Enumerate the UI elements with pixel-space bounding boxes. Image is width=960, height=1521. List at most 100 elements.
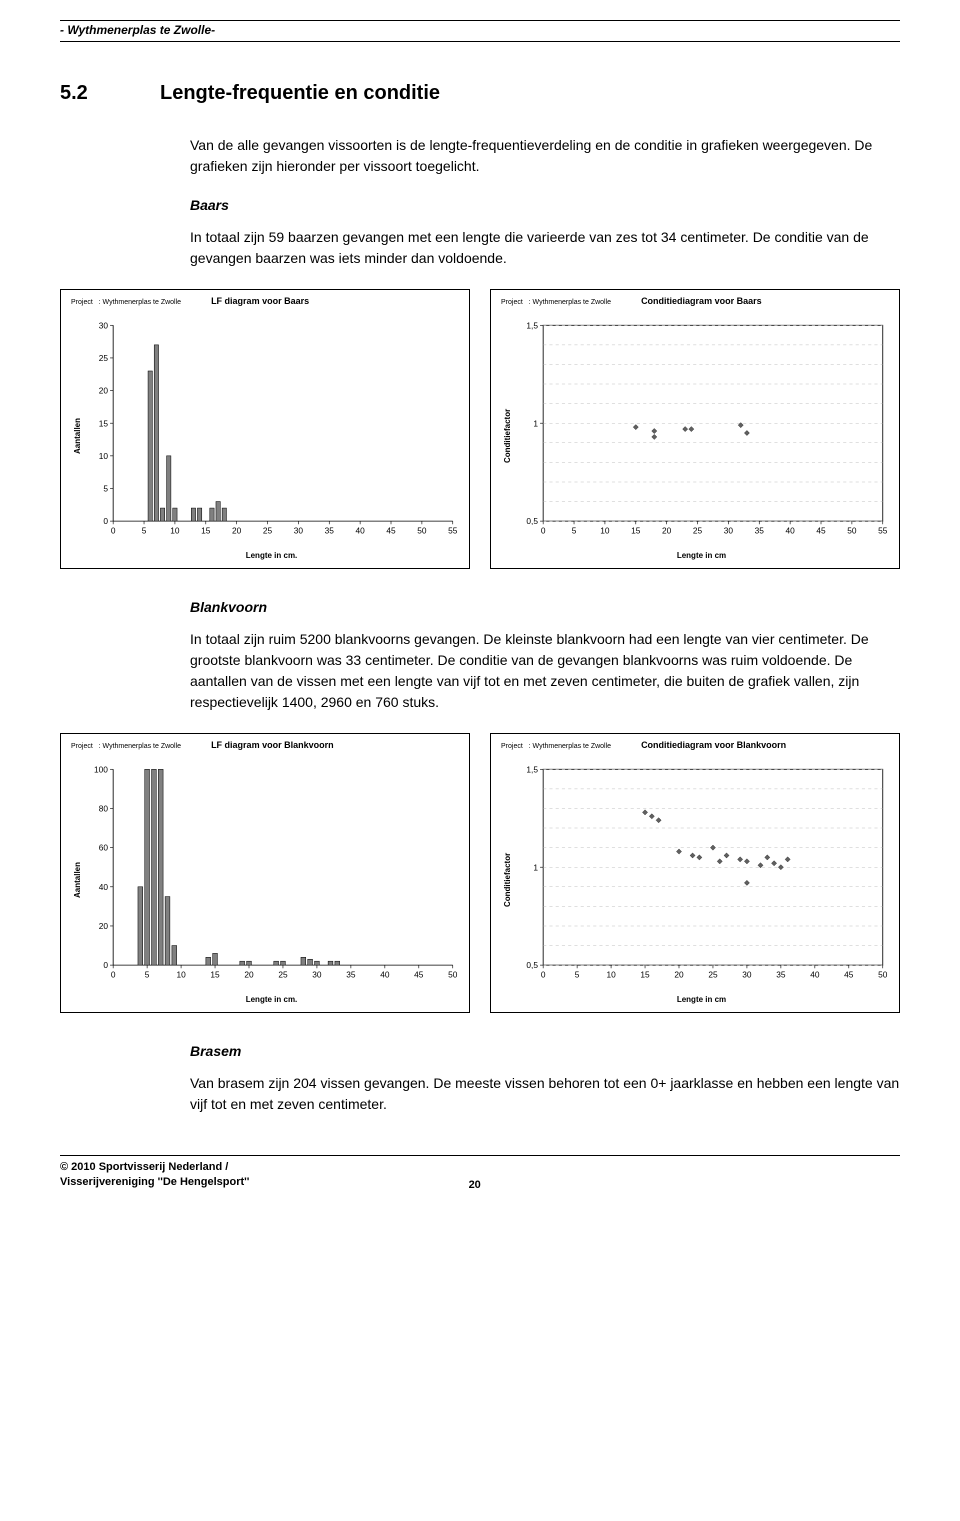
- svg-text:5: 5: [145, 970, 150, 980]
- project-label: Project: [71, 743, 93, 750]
- y-label-aantallen: Aantallen: [71, 756, 84, 1004]
- footer-line1: © 2010 Sportvisserij Nederland /: [60, 1160, 249, 1175]
- section-title: Lengte-frequentie en conditie: [160, 82, 440, 105]
- svg-text:0: 0: [111, 526, 116, 536]
- svg-text:15: 15: [210, 970, 220, 980]
- svg-text:10: 10: [606, 970, 616, 980]
- svg-text:0: 0: [103, 960, 108, 970]
- x-label: Lengte in cm: [514, 551, 889, 560]
- svg-text:0: 0: [111, 970, 116, 980]
- svg-text:10: 10: [176, 970, 186, 980]
- svg-text:5: 5: [572, 526, 577, 536]
- blankvoorn-chart-row: Project : Wythmenerplas te Zwolle LF dia…: [60, 733, 900, 1013]
- project-name: : Wythmenerplas te Zwolle: [529, 299, 611, 306]
- svg-text:1: 1: [533, 862, 538, 872]
- cond-blank-plot: 0,511,505101520253035404550: [514, 756, 889, 993]
- svg-text:5: 5: [103, 484, 108, 494]
- svg-text:0,5: 0,5: [526, 516, 538, 526]
- lf-baars-plot: 0510152025300510152025303540455055: [84, 312, 459, 549]
- footer: © 2010 Sportvisserij Nederland / Visseri…: [60, 1155, 900, 1191]
- lf-blank-chart: Project : Wythmenerplas te Zwolle LF dia…: [60, 733, 470, 1013]
- svg-text:1: 1: [533, 418, 538, 428]
- svg-text:10: 10: [170, 526, 180, 536]
- svg-text:25: 25: [708, 970, 718, 980]
- svg-text:0: 0: [103, 516, 108, 526]
- svg-text:35: 35: [346, 970, 356, 980]
- svg-text:35: 35: [776, 970, 786, 980]
- svg-text:45: 45: [844, 970, 854, 980]
- baars-text: In totaal zijn 59 baarzen gevangen met e…: [190, 227, 900, 269]
- project-name: : Wythmenerplas te Zwolle: [99, 743, 181, 750]
- svg-text:45: 45: [414, 970, 424, 980]
- svg-text:30: 30: [294, 526, 304, 536]
- baars-chart-row: Project : Wythmenerplas te Zwolle LF dia…: [60, 289, 900, 569]
- svg-text:40: 40: [380, 970, 390, 980]
- cond-baars-chart: Project : Wythmenerplas te Zwolle Condit…: [490, 289, 900, 569]
- blankvoorn-heading: Blankvoorn: [190, 599, 900, 615]
- svg-text:20: 20: [244, 970, 254, 980]
- y-label-conditie: Conditiefactor: [501, 312, 514, 560]
- lf-blank-title: LF diagram voor Blankvoorn: [211, 740, 334, 750]
- cond-blank-chart: Project : Wythmenerplas te Zwolle Condit…: [490, 733, 900, 1013]
- svg-text:80: 80: [99, 804, 109, 814]
- svg-text:1,5: 1,5: [526, 764, 538, 774]
- svg-text:20: 20: [99, 386, 109, 396]
- svg-text:45: 45: [386, 526, 396, 536]
- section-number: 5.2: [60, 82, 120, 105]
- svg-text:10: 10: [600, 526, 610, 536]
- svg-text:0,5: 0,5: [526, 960, 538, 970]
- y-label-conditie: Conditiefactor: [501, 756, 514, 1004]
- x-label: Lengte in cm.: [84, 551, 459, 560]
- brasem-text: Van brasem zijn 204 vissen gevangen. De …: [190, 1073, 900, 1115]
- svg-text:25: 25: [693, 526, 703, 536]
- svg-text:20: 20: [99, 921, 109, 931]
- svg-text:30: 30: [742, 970, 752, 980]
- svg-text:15: 15: [99, 418, 109, 428]
- svg-text:40: 40: [99, 882, 109, 892]
- svg-text:40: 40: [786, 526, 796, 536]
- project-label: Project: [501, 743, 523, 750]
- svg-text:20: 20: [232, 526, 242, 536]
- svg-text:25: 25: [99, 353, 109, 363]
- svg-text:50: 50: [448, 970, 458, 980]
- svg-text:15: 15: [201, 526, 211, 536]
- svg-text:20: 20: [662, 526, 672, 536]
- blankvoorn-text: In totaal zijn ruim 5200 blankvoorns gev…: [190, 629, 900, 713]
- x-label: Lengte in cm: [514, 995, 889, 1004]
- lf-blank-plot: 0 20 40 60 80 100 0 5 10 15 20 25 30 35 40 45 50: [84, 756, 459, 993]
- svg-text:50: 50: [847, 526, 857, 536]
- svg-text:5: 5: [575, 970, 580, 980]
- y-label-aantallen: Aantallen: [71, 312, 84, 560]
- svg-text:10: 10: [99, 451, 109, 461]
- lf-baars-title: LF diagram voor Baars: [211, 296, 309, 306]
- page-number: 20: [445, 1179, 505, 1191]
- svg-text:60: 60: [99, 843, 109, 853]
- svg-text:25: 25: [263, 526, 273, 536]
- project-name: : Wythmenerplas te Zwolle: [99, 299, 181, 306]
- footer-line2: Visserijvereniging ''De Hengelsport'': [60, 1175, 249, 1190]
- svg-text:25: 25: [278, 970, 288, 980]
- svg-text:30: 30: [99, 320, 109, 330]
- svg-text:40: 40: [810, 970, 820, 980]
- project-label: Project: [501, 299, 523, 306]
- doc-header: - Wythmenerplas te Zwolle-: [60, 23, 900, 37]
- svg-text:0: 0: [541, 970, 546, 980]
- svg-text:30: 30: [312, 970, 322, 980]
- svg-text:35: 35: [325, 526, 335, 536]
- svg-text:5: 5: [142, 526, 147, 536]
- intro-text: Van de alle gevangen vissoorten is de le…: [190, 135, 900, 177]
- brasem-heading: Brasem: [190, 1043, 900, 1059]
- svg-text:35: 35: [755, 526, 765, 536]
- lf-baars-chart: Project : Wythmenerplas te Zwolle LF dia…: [60, 289, 470, 569]
- svg-text:1,5: 1,5: [526, 320, 538, 330]
- svg-text:55: 55: [448, 526, 458, 536]
- svg-text:55: 55: [878, 526, 888, 536]
- cond-blank-title: Conditiediagram voor Blankvoorn: [641, 740, 786, 750]
- cond-baars-title: Conditiediagram voor Baars: [641, 296, 762, 306]
- svg-text:45: 45: [816, 526, 826, 536]
- svg-text:40: 40: [356, 526, 366, 536]
- svg-text:30: 30: [724, 526, 734, 536]
- svg-text:100: 100: [94, 764, 108, 774]
- baars-heading: Baars: [190, 197, 900, 213]
- cond-baars-plot: 0,511,50510152025303540455055: [514, 312, 889, 549]
